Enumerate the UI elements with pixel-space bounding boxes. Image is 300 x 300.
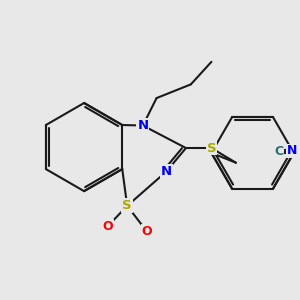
Text: N: N — [161, 165, 172, 178]
Text: S: S — [207, 142, 216, 154]
Text: S: S — [122, 199, 132, 212]
Text: C: C — [274, 146, 284, 158]
Text: N: N — [137, 119, 148, 132]
Text: N: N — [286, 145, 297, 158]
Text: O: O — [102, 220, 113, 233]
Text: O: O — [142, 225, 152, 238]
